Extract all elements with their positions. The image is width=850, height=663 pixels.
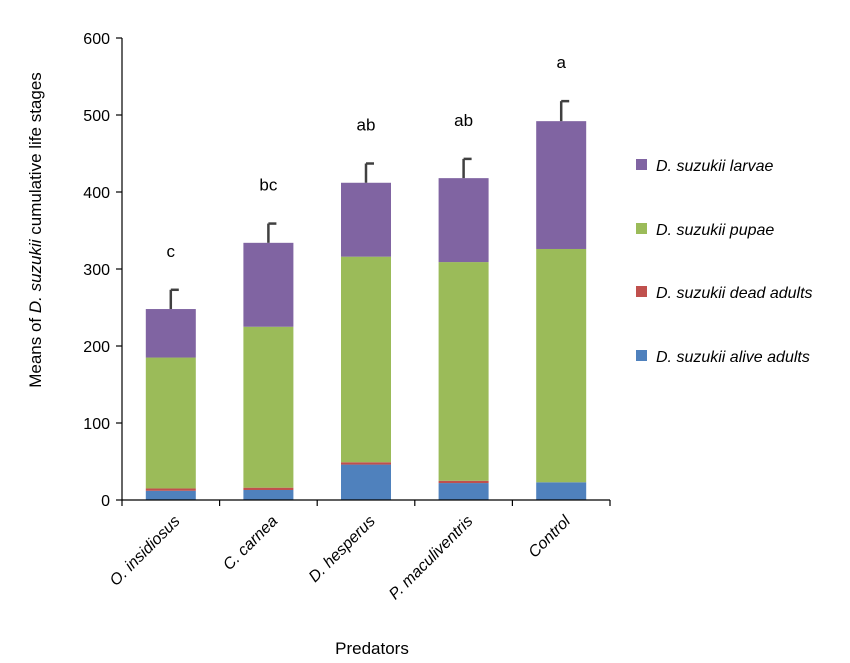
significance-label: ab [357,116,376,135]
legend-label: D. suzukii dead adults [656,285,813,302]
x-axis: O. insidiosus C. carnea D. hesperus P. macu… [107,499,611,603]
bar-segment [145,309,196,358]
bar-segment [341,464,391,500]
x-tick-label: O. insidiosus [107,513,184,590]
legend-label: D. suzukii pupae [656,222,774,239]
bar-segment [341,462,391,465]
bar-segment [536,248,587,483]
bar-segment [243,326,294,488]
x-tick-label: C. carnea [220,513,281,574]
bar-segment [536,121,587,249]
y-axis: 0 100 200 300 400 500 600 [83,31,123,510]
legend-label: D. suzukii larvae [656,158,773,175]
significance-label: c [167,242,176,261]
legend-label: D. suzukii alive adults [656,349,810,366]
y-tick-label: 0 [101,493,110,510]
legend-swatch [636,223,647,234]
y-axis-title: Means of D. suzukii cumulative life stag… [26,72,45,388]
bar-segment [438,480,489,484]
bar-segment [145,488,196,491]
legend-swatch [636,350,647,361]
y-tick-label: 300 [83,262,110,279]
x-tick-label: D. hesperus [306,513,379,586]
bar-segment [438,262,489,481]
bar-segment [243,487,294,490]
significance-label: bc [259,176,277,195]
y-tick-label: 200 [83,339,110,356]
y-tick-label: 600 [83,31,110,48]
bar-segment [145,490,196,500]
y-tick-label: 400 [83,185,110,202]
bar-segment [438,178,489,263]
legend-swatch [636,159,647,170]
legend: D. suzukii larvae D. suzukii pupae D. suzu… [636,158,813,366]
plot-area: c bc ab ab a [145,53,587,500]
y-tick-label: 100 [83,416,110,433]
bar-segment [145,357,196,489]
significance-label: a [556,53,566,72]
bar-segment [243,489,294,500]
significance-label: ab [454,111,473,130]
legend-swatch [636,286,647,297]
x-axis-title: Predators [335,639,409,658]
bar-segment [243,242,294,327]
bar-segment [341,256,391,463]
bar-segment [536,482,587,500]
y-tick-label: 500 [83,108,110,125]
x-tick-label: Control [526,512,575,561]
x-tick-label: P. maculiventris [386,513,476,603]
bar-segment [438,483,489,500]
bar-segment [341,182,391,257]
